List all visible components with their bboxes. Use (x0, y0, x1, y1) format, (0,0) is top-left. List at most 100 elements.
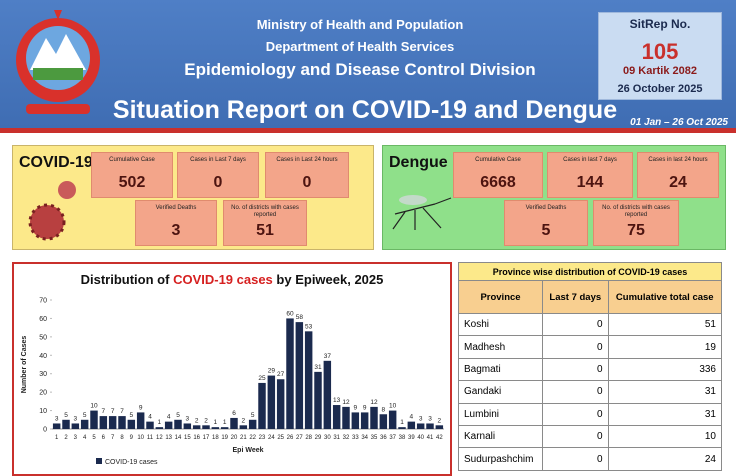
bar (71, 423, 80, 429)
y-tick-label: 50 (39, 334, 47, 341)
table-row: Lumbini 0 31 (457, 402, 723, 426)
bar (398, 427, 406, 429)
x-tick-label: 10 (137, 435, 144, 441)
bar (351, 412, 360, 429)
x-tick-label: 22 (249, 435, 256, 441)
x-tick-label: 30 (324, 435, 331, 441)
value-label: 1 (214, 419, 218, 426)
value-label: 25 (258, 375, 266, 382)
x-tick-label: 34 (361, 435, 368, 441)
chart-box: Distribution of COVID-19 cases by Epiwee… (12, 262, 452, 476)
bar (379, 414, 388, 429)
x-tick-label: 33 (352, 435, 359, 441)
y-axis-label: Number of Cases (21, 336, 28, 394)
bar (286, 318, 294, 429)
number-cell: 31 (607, 402, 723, 426)
province-cell: Koshi (457, 312, 544, 337)
x-tick-label: 42 (436, 435, 443, 441)
chart-title-prefix: Distribution of (80, 272, 170, 287)
dengue-panel: Dengue Cumulative Case 6668 Cases in last … (382, 145, 726, 250)
number-cell: 0 (542, 402, 609, 426)
bar (435, 425, 444, 429)
x-tick-label: 13 (165, 435, 172, 441)
x-tick-label: 27 (296, 435, 303, 441)
value-label: 3 (419, 415, 423, 422)
emblem-land (33, 68, 83, 80)
number-cell: 0 (542, 447, 609, 471)
stat-box: Cases in last 7 days 144 (547, 152, 633, 198)
stat-label: Cumulative Case (475, 157, 521, 163)
x-tick-label: 3 (74, 435, 78, 441)
stat-box: Cases in Last 7 days 0 (177, 152, 259, 198)
bar (332, 405, 341, 429)
x-tick-label: 5 (92, 435, 96, 441)
chart-title-highlight: COVID-19 cases (173, 272, 273, 287)
bar (267, 375, 276, 429)
x-tick-label: 18 (212, 435, 219, 441)
y-tick-label: 40 (39, 353, 47, 360)
x-tick-label: 2 (64, 435, 68, 441)
chart-title: Distribution of COVID-19 cases by Epiwee… (14, 272, 450, 287)
province-cell: Lumbini (457, 402, 544, 426)
province-cell: Madhesh (457, 335, 544, 359)
bar (239, 425, 248, 429)
number-cell: 31 (607, 380, 723, 404)
stat-box: Cases in last 24 hours 24 (637, 152, 719, 198)
bar (276, 379, 285, 429)
bar (360, 412, 369, 429)
bar (211, 427, 220, 429)
value-label: 5 (176, 412, 180, 419)
province-table: Province wise distribution of COVID-19 c… (457, 262, 723, 471)
value-label: 1 (400, 419, 404, 426)
value-label: 31 (314, 364, 322, 371)
number-cell: 10 (607, 424, 723, 449)
value-label: 2 (242, 417, 246, 424)
stat-value: 75 (627, 222, 645, 239)
value-label: 3 (428, 415, 432, 422)
bar (183, 423, 192, 429)
bar (248, 419, 257, 429)
period: 01 Jan – 26 Oct 2025 (630, 117, 728, 128)
bar (146, 421, 154, 429)
bar (304, 331, 313, 429)
virus-icons (28, 181, 76, 241)
emblem-mountain (30, 34, 86, 70)
value-label: 37 (324, 353, 332, 360)
x-tick-label: 23 (259, 435, 266, 441)
stat-box: No. of districts with cases reported 51 (223, 200, 307, 246)
value-label: 5 (251, 412, 255, 419)
emblem-flag (54, 10, 62, 20)
number-cell: 0 (542, 424, 609, 449)
y-tick-label: 30 (39, 371, 47, 378)
bar (220, 427, 229, 429)
chart-title-suffix: by Epiweek, 2025 (276, 272, 384, 287)
stat-value: 0 (213, 174, 223, 191)
y-tick-label: 0 (43, 427, 47, 434)
value-label: 13 (333, 397, 341, 404)
bar (407, 421, 416, 429)
y-tick-label: 10 (39, 408, 47, 415)
y-tick-label: 70 (39, 298, 47, 305)
value-label: 5 (130, 412, 134, 419)
x-axis-label: Epi Week (233, 447, 264, 454)
x-tick-label: 7 (111, 435, 115, 441)
bar (90, 410, 98, 429)
value-label: 7 (120, 408, 124, 415)
stat-box: Cumulative Case 502 (91, 152, 173, 198)
mosquito-wing (399, 195, 427, 205)
covid-panel: COVID-19 Cumulative Case 502 Cases in Last… (12, 145, 374, 250)
stat-box: Verified Deaths 5 (504, 200, 588, 246)
value-label: 7 (102, 408, 106, 415)
table-row: Karnali 0 10 (457, 424, 723, 449)
stat-label: No. of districts with cases reported (231, 205, 299, 218)
number-cell: 51 (607, 312, 723, 337)
bar (99, 416, 108, 429)
table-row: Koshi 0 51 (457, 312, 723, 337)
value-label: 9 (363, 404, 367, 411)
x-tick-label: 8 (120, 435, 124, 441)
x-tick-label: 37 (389, 435, 396, 441)
value-label: 12 (370, 399, 378, 406)
value-label: 4 (148, 414, 152, 421)
value-label: 60 (286, 310, 294, 317)
